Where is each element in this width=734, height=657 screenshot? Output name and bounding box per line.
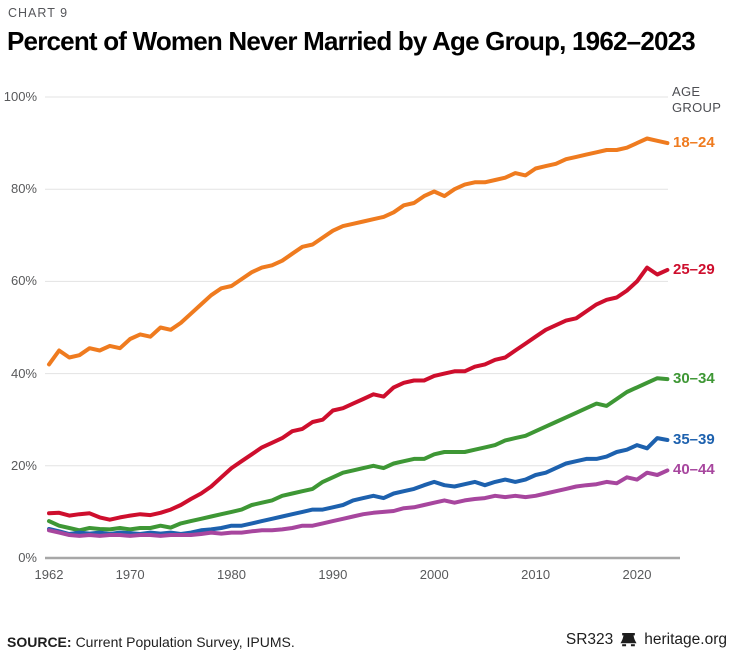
legend-label-35-39: 35–39 xyxy=(673,430,715,448)
x-tick-label-2020: 2020 xyxy=(622,567,652,582)
x-tick-label-1962: 1962 xyxy=(34,567,64,582)
legend-label-25-29: 25–29 xyxy=(673,260,715,278)
y-tick-label-100: 100% xyxy=(3,89,37,104)
series-line-25-29 xyxy=(47,265,670,522)
y-tick-label-40: 40% xyxy=(10,365,37,381)
series-line-30-34 xyxy=(47,376,670,533)
legend-title: AGE GROUP xyxy=(672,84,722,116)
source-text: Current Population Survey, IPUMS. xyxy=(75,634,295,650)
legend-label-30-34: 30–34 xyxy=(673,370,715,388)
site-link[interactable]: heritage.org xyxy=(644,631,727,648)
y-tick-label-0: 0% xyxy=(18,550,37,565)
x-tick-label-2010: 2010 xyxy=(521,567,551,582)
x-tick-label-2000: 2000 xyxy=(419,567,449,582)
series-line-18-24 xyxy=(47,136,670,367)
page-title: Percent of Women Never Married by Age Gr… xyxy=(7,26,696,56)
legend-label-18-24: 18–24 xyxy=(673,134,715,152)
liberty-bell-icon xyxy=(620,633,637,647)
footer-brand: SR323 heritage.org xyxy=(566,631,727,649)
series-line-40-44 xyxy=(47,468,670,538)
x-tick-label-1970: 1970 xyxy=(115,567,145,582)
source-note: SOURCE: Current Population Survey, IPUMS. xyxy=(7,634,295,650)
y-tick-label-60: 60% xyxy=(10,273,37,289)
legend-label-40-44: 40–44 xyxy=(673,461,715,479)
x-tick-label-1980: 1980 xyxy=(217,567,246,582)
source-label: SOURCE: xyxy=(7,634,72,650)
y-tick-label-20: 20% xyxy=(10,457,37,473)
chart-kicker: CHART 9 xyxy=(8,6,69,20)
x-tick-label-1990: 1990 xyxy=(318,567,348,582)
y-tick-label-80: 80% xyxy=(10,181,37,197)
report-id: SR323 xyxy=(565,631,614,648)
series-line-35-39 xyxy=(47,436,670,536)
